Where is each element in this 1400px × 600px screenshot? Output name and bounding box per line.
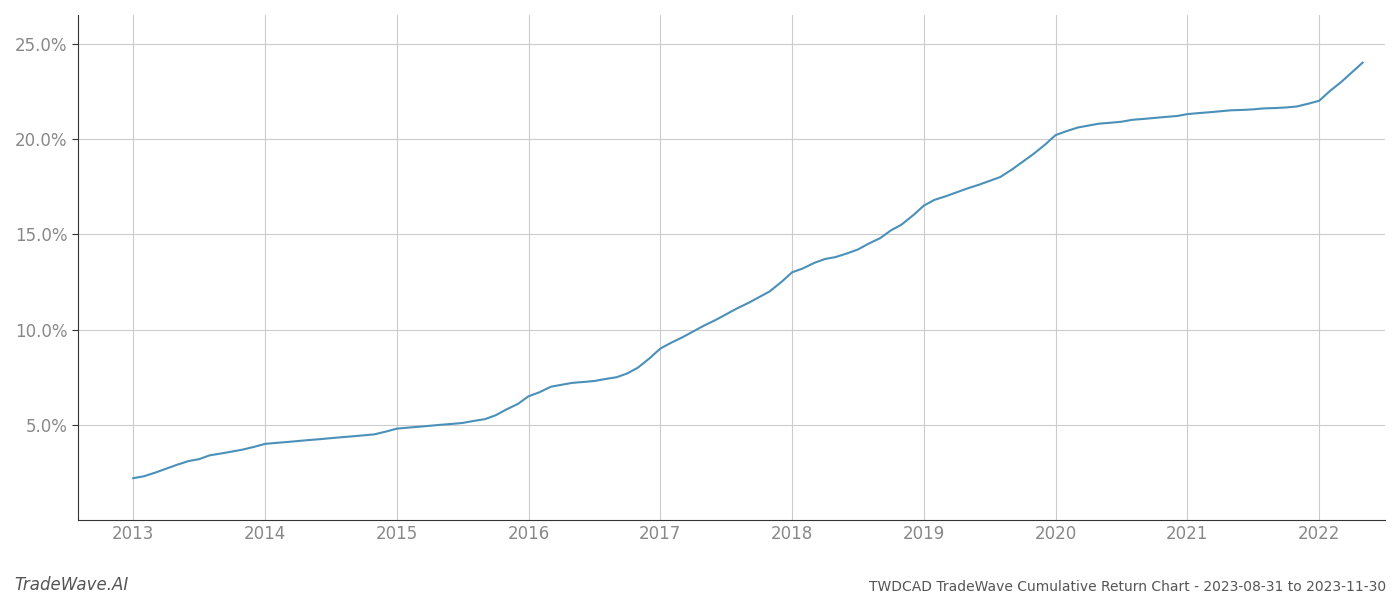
Text: TWDCAD TradeWave Cumulative Return Chart - 2023-08-31 to 2023-11-30: TWDCAD TradeWave Cumulative Return Chart…: [869, 580, 1386, 594]
Text: TradeWave.AI: TradeWave.AI: [14, 576, 129, 594]
